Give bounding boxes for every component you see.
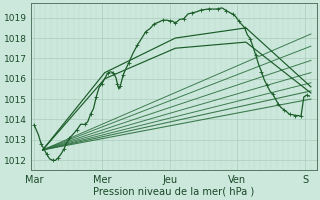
X-axis label: Pression niveau de la mer( hPa ): Pression niveau de la mer( hPa ) — [93, 187, 254, 197]
